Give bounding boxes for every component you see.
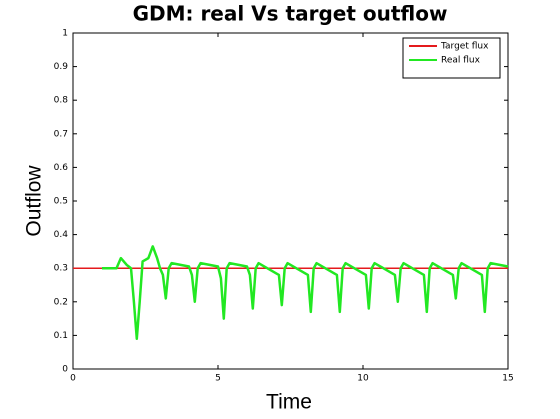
y-tick-label: 0.7	[54, 129, 68, 139]
y-tick-label: 0.2	[54, 297, 68, 307]
data-line	[102, 245, 509, 341]
y-axis-label: Outflow	[23, 165, 46, 237]
legend-label: Target flux	[440, 42, 489, 52]
legend-box	[402, 37, 501, 79]
x-tick-label: 15	[502, 374, 513, 384]
x-tick-label: 5	[215, 374, 221, 384]
axes-box	[72, 32, 509, 370]
y-tick-label: 0.8	[54, 96, 69, 106]
chart-title: GDM: real Vs target outflow	[133, 2, 448, 26]
x-tick-label: 0	[70, 374, 76, 384]
y-tick-label: 0.1	[54, 331, 68, 341]
plot-area	[73, 33, 508, 369]
y-tick-label: 0.5	[54, 197, 68, 207]
y-tick-label: 0.4	[54, 230, 69, 240]
legend-label: Real flux	[441, 56, 481, 66]
x-axis-label: Time	[266, 391, 312, 414]
y-tick-label: 0	[62, 365, 68, 375]
x-tick-label: 10	[357, 374, 369, 384]
y-tick-label: 0.3	[54, 264, 68, 274]
y-tick-label: 1	[62, 29, 68, 39]
y-tick-label: 0.9	[54, 62, 69, 72]
y-tick-label: 0.6	[54, 163, 69, 173]
